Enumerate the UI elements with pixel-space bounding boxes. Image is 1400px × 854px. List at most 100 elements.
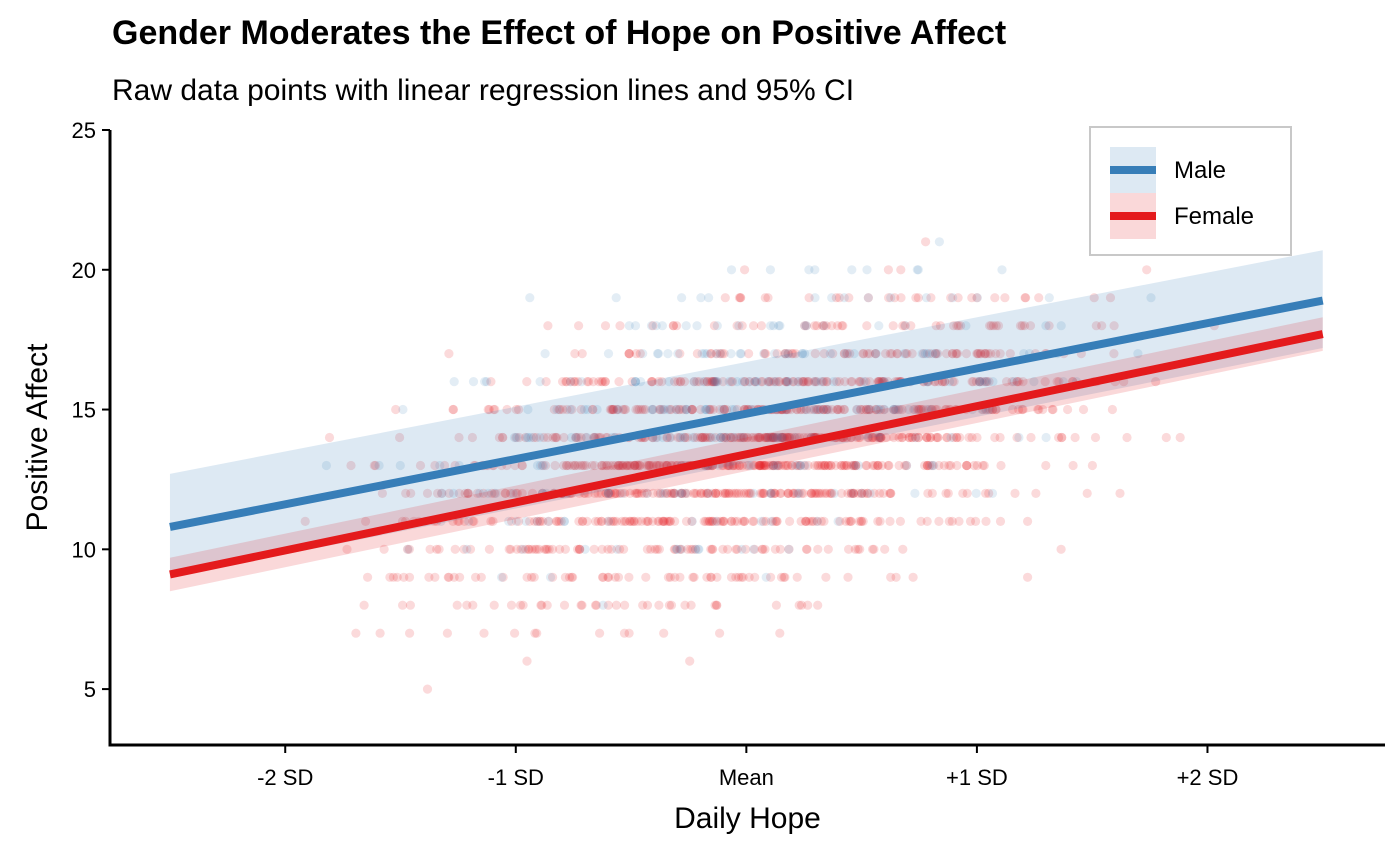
data-point bbox=[647, 377, 657, 387]
data-point bbox=[844, 516, 854, 527]
data-point bbox=[468, 377, 479, 387]
data-point bbox=[912, 404, 923, 415]
data-point bbox=[782, 377, 792, 387]
data-point bbox=[839, 349, 849, 359]
data-point bbox=[694, 544, 704, 554]
data-point bbox=[770, 488, 781, 498]
data-point bbox=[920, 460, 930, 471]
data-point bbox=[711, 488, 721, 498]
data-point bbox=[1007, 377, 1017, 387]
data-point bbox=[875, 516, 885, 527]
data-point bbox=[991, 404, 1001, 415]
data-point bbox=[654, 544, 665, 554]
data-point bbox=[642, 460, 652, 471]
data-point bbox=[675, 432, 685, 443]
data-point bbox=[468, 600, 478, 610]
data-point bbox=[483, 404, 493, 415]
data-point bbox=[506, 600, 517, 610]
data-point bbox=[698, 432, 708, 443]
x-tick-label: +1 SD bbox=[946, 765, 1008, 790]
data-point bbox=[806, 488, 816, 498]
data-point bbox=[764, 377, 774, 387]
data-point bbox=[574, 544, 585, 554]
data-point bbox=[529, 432, 539, 443]
data-point bbox=[639, 488, 650, 498]
data-point bbox=[852, 404, 862, 415]
data-point bbox=[991, 404, 1001, 415]
data-point bbox=[561, 460, 572, 471]
data-point bbox=[700, 377, 710, 387]
data-point bbox=[857, 516, 867, 527]
data-point bbox=[776, 572, 787, 582]
data-point bbox=[757, 544, 767, 554]
data-point bbox=[693, 544, 703, 554]
data-point bbox=[498, 572, 508, 582]
data-point bbox=[625, 460, 635, 471]
data-point bbox=[600, 377, 610, 387]
data-point bbox=[559, 600, 570, 610]
data-point bbox=[859, 488, 869, 498]
data-point bbox=[958, 488, 968, 498]
data-point bbox=[620, 516, 630, 527]
data-point bbox=[614, 460, 624, 471]
data-point bbox=[369, 460, 379, 471]
data-point bbox=[822, 377, 832, 387]
data-point bbox=[844, 293, 854, 303]
data-point bbox=[755, 460, 765, 471]
data-point bbox=[769, 321, 779, 331]
data-point bbox=[827, 404, 837, 415]
data-point bbox=[921, 237, 931, 247]
data-point bbox=[434, 544, 444, 554]
data-point bbox=[645, 460, 655, 471]
data-point bbox=[648, 488, 658, 498]
data-point bbox=[576, 404, 586, 415]
data-point bbox=[782, 377, 792, 387]
data-point bbox=[532, 516, 543, 527]
data-point bbox=[997, 265, 1007, 275]
data-point bbox=[601, 488, 611, 498]
data-point bbox=[839, 404, 849, 415]
data-point bbox=[779, 460, 789, 471]
data-point bbox=[401, 488, 411, 498]
data-point bbox=[1018, 377, 1028, 387]
data-point bbox=[822, 404, 833, 415]
data-point bbox=[874, 321, 884, 331]
data-point bbox=[711, 600, 722, 610]
data-point bbox=[893, 404, 904, 415]
data-point bbox=[818, 404, 828, 415]
data-point bbox=[698, 432, 708, 443]
data-point bbox=[551, 516, 561, 527]
data-point bbox=[784, 432, 794, 443]
data-point bbox=[962, 460, 972, 471]
data-point bbox=[502, 404, 512, 415]
data-point bbox=[658, 488, 668, 498]
data-point bbox=[939, 460, 949, 471]
data-point bbox=[610, 488, 620, 498]
data-point bbox=[430, 572, 440, 582]
data-point bbox=[1020, 293, 1030, 303]
data-point bbox=[852, 404, 862, 415]
data-point bbox=[573, 544, 583, 554]
data-point bbox=[424, 572, 434, 582]
data-point bbox=[744, 377, 754, 387]
data-point bbox=[894, 432, 904, 443]
data-point bbox=[931, 349, 941, 359]
data-point bbox=[530, 628, 540, 638]
data-point bbox=[643, 460, 654, 471]
data-point bbox=[916, 516, 926, 527]
data-point bbox=[991, 349, 1001, 359]
data-point bbox=[715, 349, 725, 359]
data-point bbox=[720, 488, 731, 498]
data-point bbox=[718, 544, 728, 554]
data-point bbox=[1109, 349, 1119, 359]
data-point bbox=[670, 544, 680, 554]
data-point bbox=[790, 460, 801, 471]
data-point bbox=[515, 600, 526, 610]
data-point bbox=[765, 488, 776, 498]
data-point bbox=[715, 628, 725, 638]
data-point bbox=[868, 460, 878, 471]
data-point bbox=[483, 488, 493, 498]
data-point bbox=[808, 516, 819, 527]
data-point bbox=[699, 349, 710, 359]
data-point bbox=[455, 572, 465, 582]
